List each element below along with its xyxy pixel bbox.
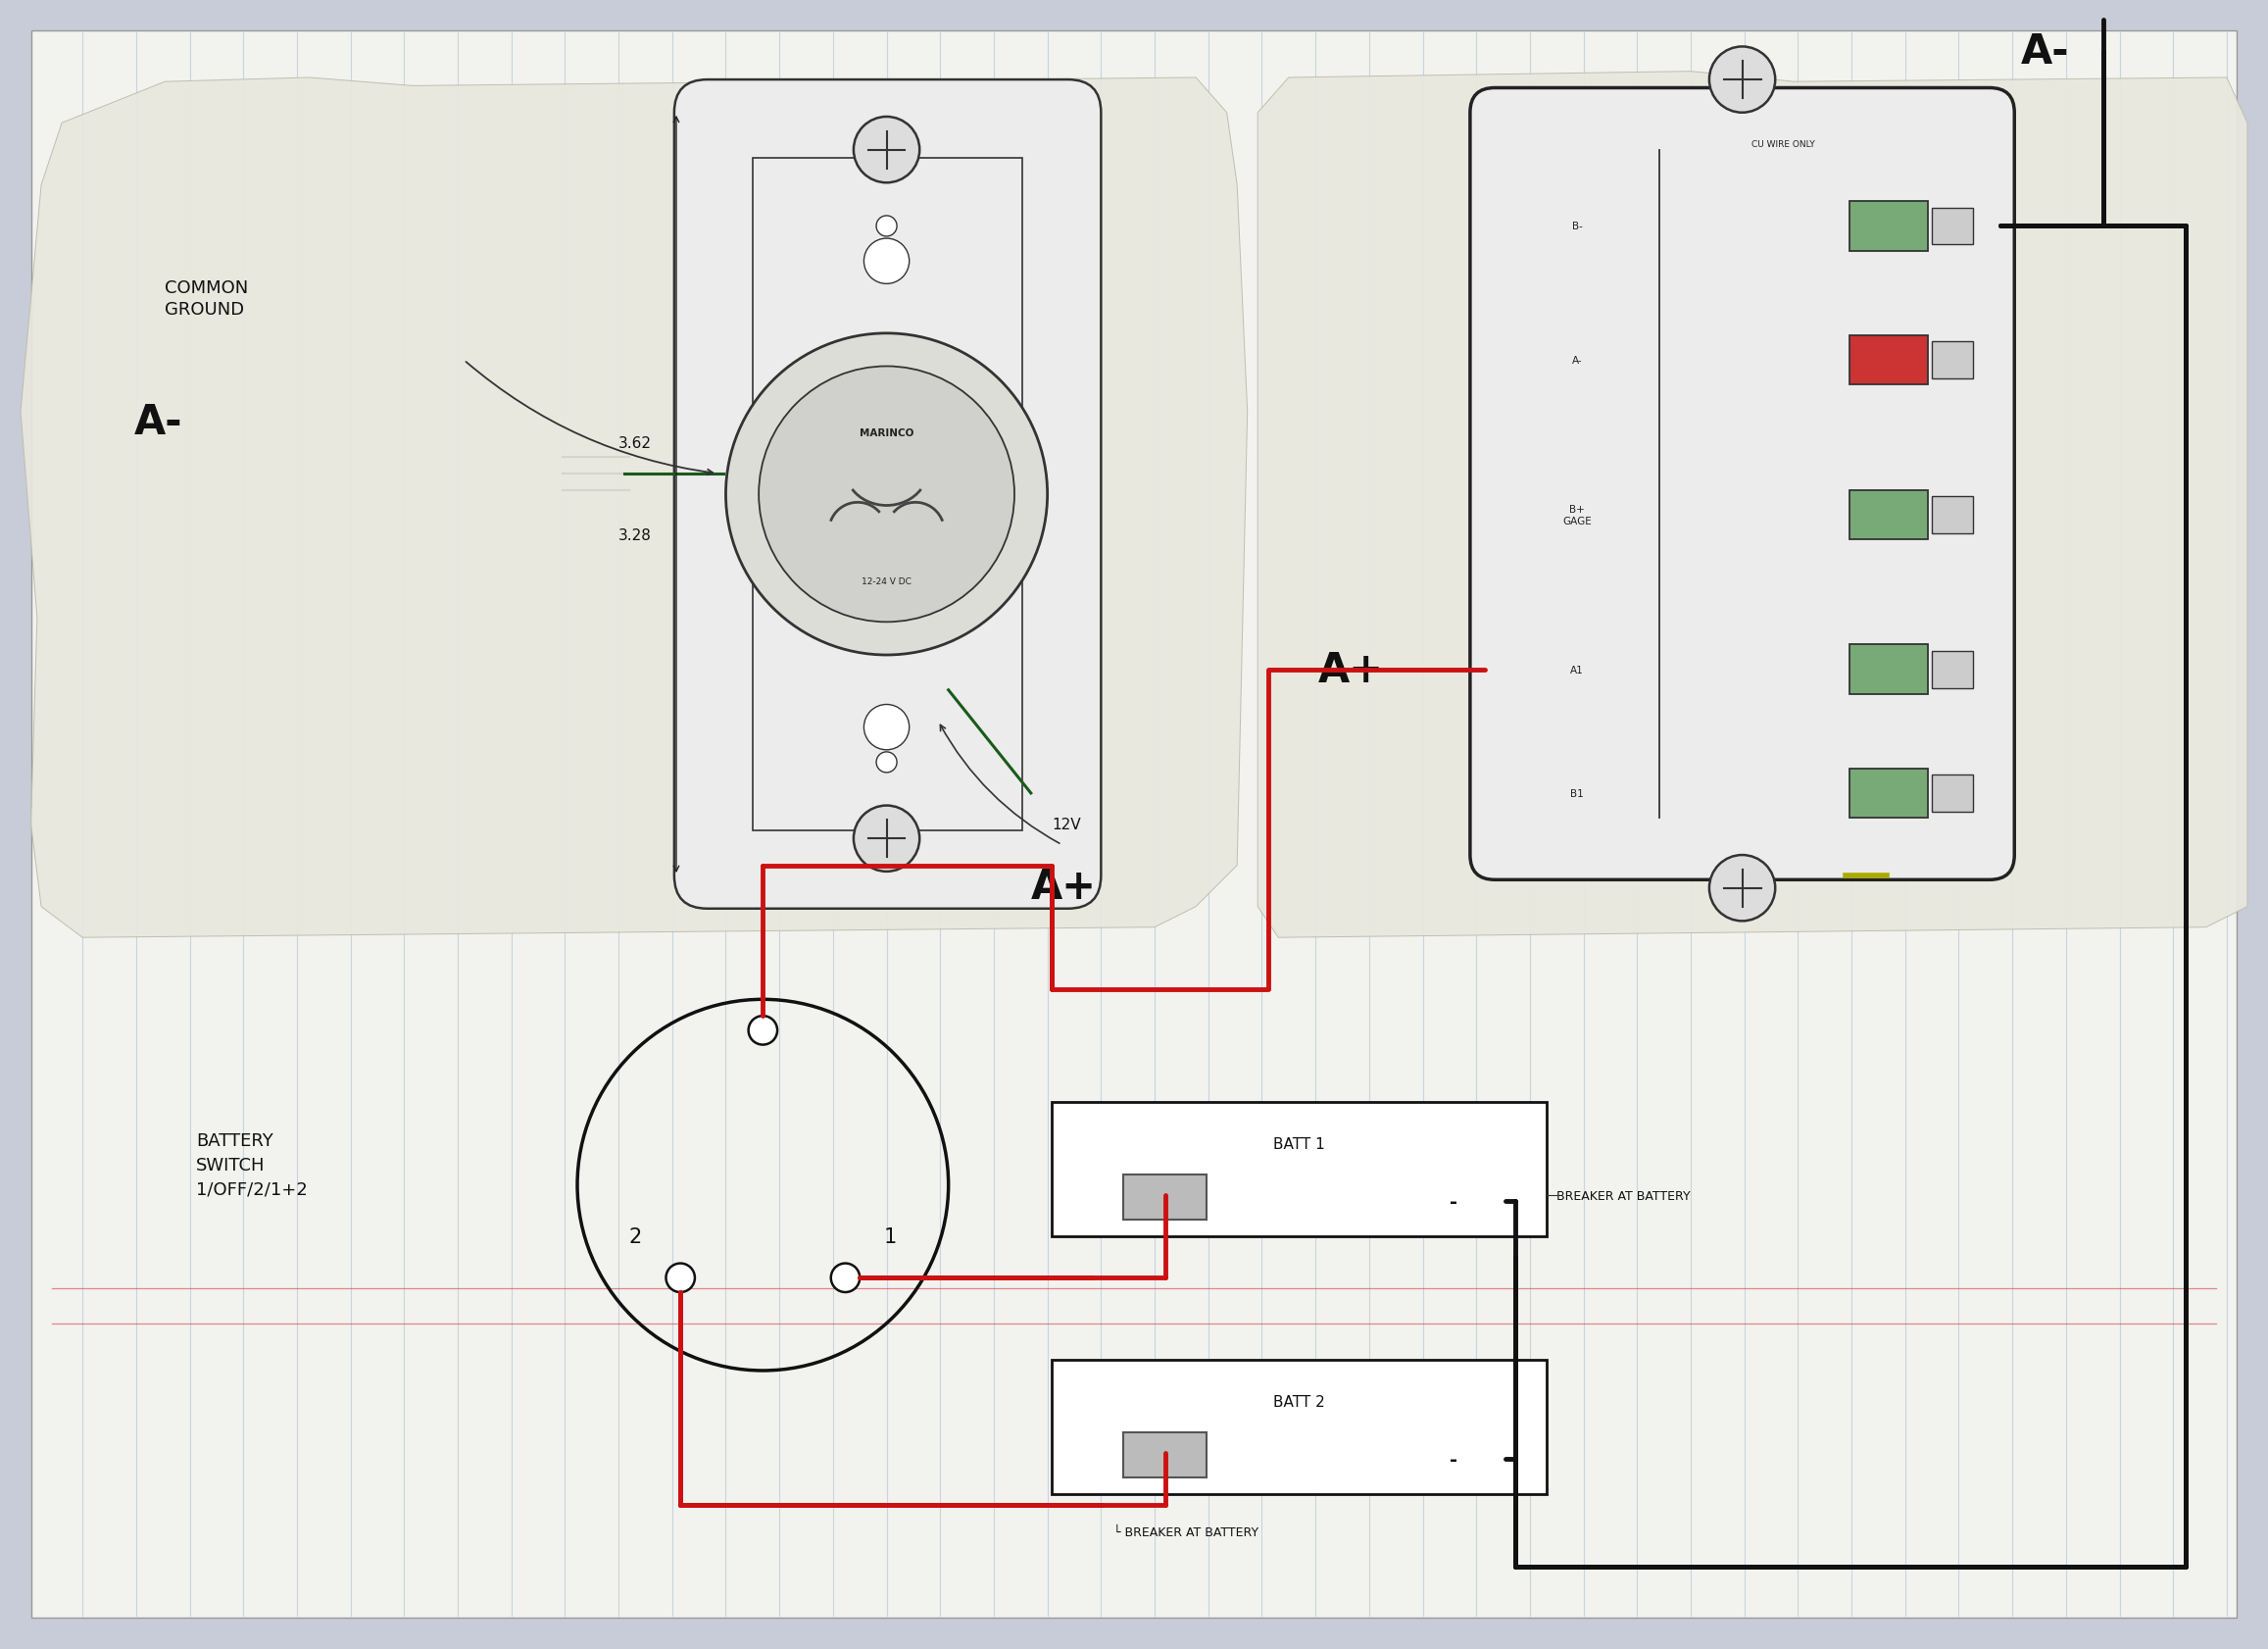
Circle shape <box>864 239 909 285</box>
Text: A+: A+ <box>1318 650 1383 691</box>
Circle shape <box>667 1263 694 1293</box>
Polygon shape <box>1259 73 2248 938</box>
Text: B+
GAGE: B+ GAGE <box>1563 505 1592 526</box>
Text: A1: A1 <box>1569 665 1583 674</box>
Text: 12-24 V DC: 12-24 V DC <box>862 577 912 585</box>
Bar <box>1848 336 1928 386</box>
Text: -: - <box>1449 1449 1458 1469</box>
Text: B-: B- <box>1572 223 1583 231</box>
Circle shape <box>748 1016 778 1045</box>
Text: A-: A- <box>134 402 181 444</box>
Circle shape <box>1710 856 1776 922</box>
Text: └ BREAKER AT BATTERY: └ BREAKER AT BATTERY <box>1114 1525 1259 1539</box>
Text: COMMON
GROUND: COMMON GROUND <box>166 279 249 318</box>
Circle shape <box>853 117 919 183</box>
Bar <box>1932 775 1973 813</box>
Text: 3.62: 3.62 <box>619 435 651 450</box>
Text: A-: A- <box>2021 31 2068 73</box>
Circle shape <box>875 216 896 237</box>
Circle shape <box>853 806 919 872</box>
Text: 2: 2 <box>628 1227 642 1247</box>
Circle shape <box>760 368 1014 623</box>
Text: +: + <box>1168 1192 1184 1210</box>
Text: A+: A+ <box>1032 866 1095 907</box>
Text: -: - <box>1449 1192 1458 1210</box>
Bar <box>1848 768 1928 818</box>
Text: BATT 2: BATT 2 <box>1272 1395 1325 1408</box>
Bar <box>1848 203 1928 252</box>
Polygon shape <box>20 79 1247 938</box>
Circle shape <box>830 1263 860 1293</box>
Circle shape <box>726 335 1048 656</box>
Bar <box>1932 651 1973 689</box>
FancyBboxPatch shape <box>674 81 1100 909</box>
Text: 3.28: 3.28 <box>619 529 651 543</box>
Circle shape <box>875 752 896 773</box>
Bar <box>1848 645 1928 694</box>
FancyBboxPatch shape <box>1470 89 2014 881</box>
Circle shape <box>864 706 909 750</box>
Bar <box>1052 1360 1547 1494</box>
Bar <box>1932 343 1973 379</box>
Text: B1: B1 <box>1569 788 1583 798</box>
Text: BATTERY
SWITCH
1/OFF/2/1+2: BATTERY SWITCH 1/OFF/2/1+2 <box>195 1131 308 1197</box>
Circle shape <box>1710 48 1776 114</box>
Bar <box>1932 208 1973 246</box>
Text: BATT 1: BATT 1 <box>1272 1136 1325 1151</box>
Text: MARINCO: MARINCO <box>860 429 914 437</box>
Bar <box>1848 491 1928 541</box>
Text: 1: 1 <box>885 1227 898 1247</box>
Bar <box>1123 1433 1207 1478</box>
Text: 12V: 12V <box>1052 818 1080 831</box>
Text: CU WIRE ONLY: CU WIRE ONLY <box>1751 140 1814 148</box>
Bar <box>753 158 1023 831</box>
Bar <box>1123 1174 1207 1220</box>
Text: BREAKER AT BATTERY: BREAKER AT BATTERY <box>1556 1189 1690 1202</box>
Bar <box>1052 1103 1547 1237</box>
Text: +: + <box>1168 1449 1184 1469</box>
Bar <box>1932 496 1973 534</box>
Text: A-: A- <box>1572 356 1583 366</box>
